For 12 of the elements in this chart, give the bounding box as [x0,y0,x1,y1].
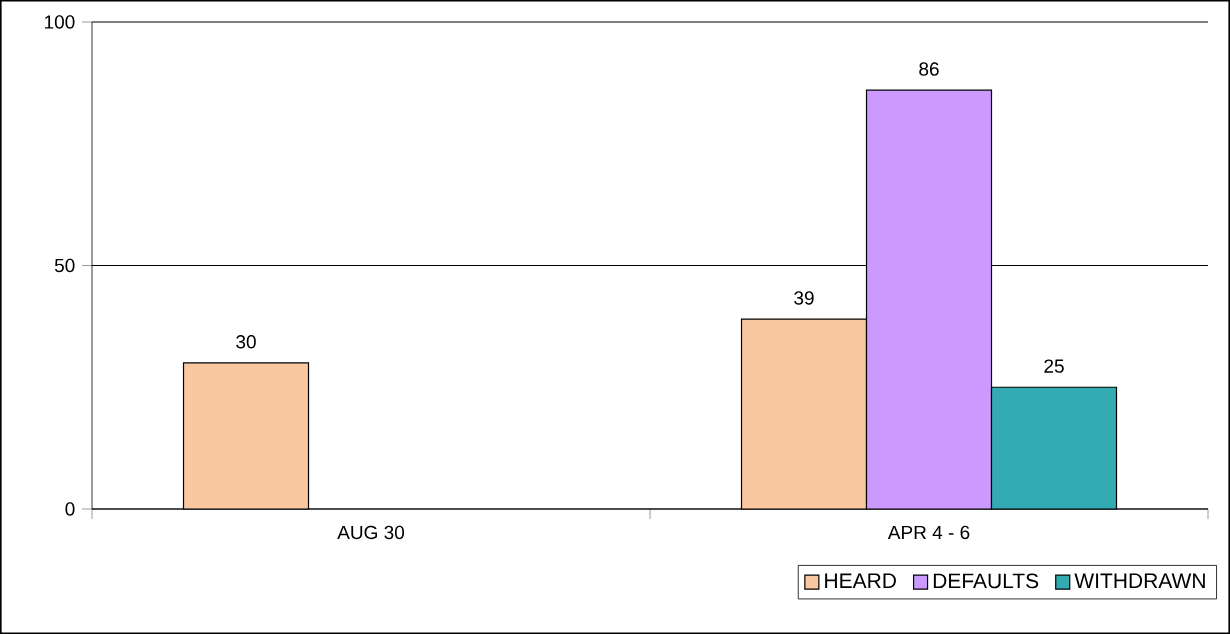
x-tick-label: AUG 30 [337,525,405,540]
legend-label: WITHDRAWN [1074,573,1205,588]
legend-label: HEARD [825,573,896,588]
legend-label: DEFAULTS [933,573,1039,589]
x-tick-label: APR 4 - 6 [887,525,970,540]
y-tick-label: 0 [65,502,75,516]
data-label: 25 [1044,359,1064,373]
data-label: 39 [794,291,814,305]
data-label: 86 [919,62,939,76]
y-tick-label: 50 [54,258,75,273]
y-tick-label: 100 [45,15,75,29]
data-label: 30 [236,335,256,349]
